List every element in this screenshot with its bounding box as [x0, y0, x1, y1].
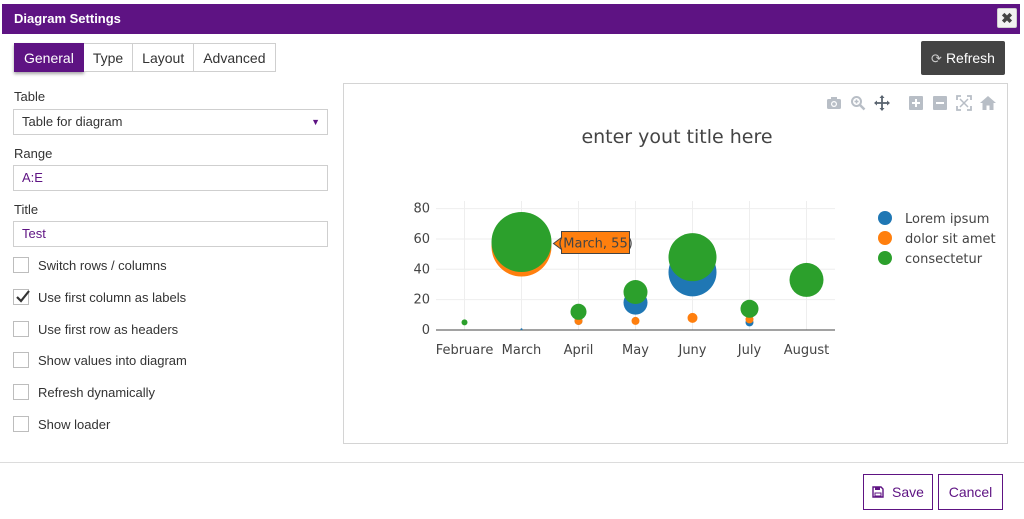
- autoscale-icon[interactable]: [953, 92, 975, 114]
- first-row-headers-checkbox[interactable]: Use first row as headers: [13, 320, 178, 338]
- zoom-icon[interactable]: [847, 92, 869, 114]
- chevron-down-icon: ▼: [311, 117, 320, 127]
- legend-marker: [878, 251, 892, 265]
- checkmark-icon: [16, 290, 30, 303]
- x-tick-label: August: [784, 343, 830, 358]
- hover-tooltip-box: [552, 231, 630, 255]
- bubble-point: [491, 211, 552, 272]
- legend-marker: [878, 211, 892, 225]
- bubble-point: [623, 280, 648, 305]
- save-label: Save: [891, 484, 924, 500]
- cancel-button[interactable]: Cancel: [938, 474, 1003, 510]
- first-column-labels-checkbox[interactable]: Use first column as labels: [13, 288, 186, 306]
- table-label: Table: [14, 89, 46, 104]
- dialog-titlebar: Diagram Settings ✖: [2, 4, 1020, 34]
- modebar-spacer: [895, 92, 903, 114]
- dialog-title: Diagram Settings: [14, 11, 121, 26]
- chart-modebar: [823, 92, 999, 114]
- table-select-value: Table for diagram: [22, 114, 123, 129]
- show-values-checkbox[interactable]: Show values into diagram: [13, 351, 187, 369]
- tab-advanced[interactable]: Advanced: [194, 43, 276, 72]
- x-tick-label: April: [564, 343, 594, 358]
- tab-type[interactable]: Type: [83, 43, 134, 72]
- hover-tooltip-label: (March, 55): [558, 237, 633, 252]
- legend-marker: [878, 231, 892, 245]
- bubble-point: [687, 312, 698, 323]
- save-button[interactable]: Save: [863, 474, 933, 510]
- show-loader-checkbox[interactable]: Show loader: [13, 415, 110, 433]
- y-tick-label: 60: [413, 232, 430, 247]
- refresh-dynamically-checkbox[interactable]: Refresh dynamically: [13, 383, 155, 401]
- checkbox-label: Switch rows / columns: [38, 257, 167, 273]
- bubble-point: [740, 299, 759, 318]
- checkbox-box[interactable]: [13, 416, 29, 432]
- checkbox-box[interactable]: [13, 289, 30, 305]
- settings-tabs: General Type Layout Advanced: [14, 43, 276, 72]
- checkbox-box[interactable]: [13, 384, 29, 400]
- tab-general[interactable]: General: [14, 43, 84, 72]
- checkbox-label: Use first row as headers: [38, 321, 179, 337]
- x-tick-label: March: [502, 343, 542, 358]
- checkbox-label: Show values into diagram: [38, 352, 187, 368]
- x-tick-label: Juny: [677, 343, 706, 358]
- zoom-out-icon[interactable]: [929, 92, 951, 114]
- checkbox-box[interactable]: [13, 257, 29, 273]
- legend-label: dolor sit amet: [905, 232, 996, 247]
- bubble-point: [668, 233, 717, 282]
- table-select[interactable]: Table for diagram ▼: [13, 109, 328, 135]
- bubble-point: [520, 328, 523, 331]
- checkbox-label: Refresh dynamically: [38, 384, 156, 400]
- x-tick-label: July: [737, 343, 762, 358]
- title-input[interactable]: Test: [13, 221, 328, 247]
- x-tick-label: Februare: [436, 343, 494, 358]
- bubble-point: [789, 262, 824, 297]
- close-icon: ✖: [1001, 10, 1013, 26]
- bubble-point: [570, 303, 587, 320]
- chart-title: enter yout title here: [581, 126, 772, 148]
- legend-label: Lorem ipsum: [905, 212, 989, 227]
- refresh-label: Refresh: [945, 50, 995, 66]
- range-label: Range: [14, 146, 53, 161]
- checkbox-label: Show loader: [38, 416, 111, 432]
- chart-preview: enter yout title here 0 20 40 60 80 Februare Ma…: [343, 83, 1008, 444]
- reset-axes-icon[interactable]: [977, 92, 999, 114]
- pan-icon[interactable]: [871, 92, 893, 114]
- range-input[interactable]: A:E: [13, 165, 328, 191]
- refresh-icon: ⟳: [931, 51, 942, 66]
- refresh-button[interactable]: ⟳ Refresh: [921, 41, 1005, 75]
- close-button[interactable]: ✖: [997, 8, 1017, 28]
- zoom-in-icon[interactable]: [905, 92, 927, 114]
- footer-divider: [0, 462, 1024, 463]
- title-label: Title: [14, 202, 39, 217]
- camera-icon[interactable]: [823, 92, 845, 114]
- switch-rows-columns-checkbox[interactable]: Switch rows / columns: [13, 256, 167, 274]
- bubble-point: [461, 319, 468, 326]
- bubble-chart: enter yout title here 0 20 40 60 80 Februare Ma…: [413, 126, 996, 358]
- checkbox-label: Use first column as labels: [38, 289, 187, 305]
- y-tick-label: 40: [413, 262, 430, 277]
- floppy-icon: [872, 484, 888, 500]
- checkbox-box[interactable]: [13, 321, 29, 337]
- checkbox-box[interactable]: [13, 352, 29, 368]
- legend-label: consectetur: [905, 252, 983, 267]
- x-tick-label: May: [622, 343, 649, 358]
- y-tick-label: 0: [422, 323, 430, 338]
- tab-layout[interactable]: Layout: [133, 43, 195, 72]
- y-tick-label: 80: [413, 202, 430, 217]
- bubble-point: [631, 316, 640, 325]
- y-tick-label: 20: [413, 293, 430, 308]
